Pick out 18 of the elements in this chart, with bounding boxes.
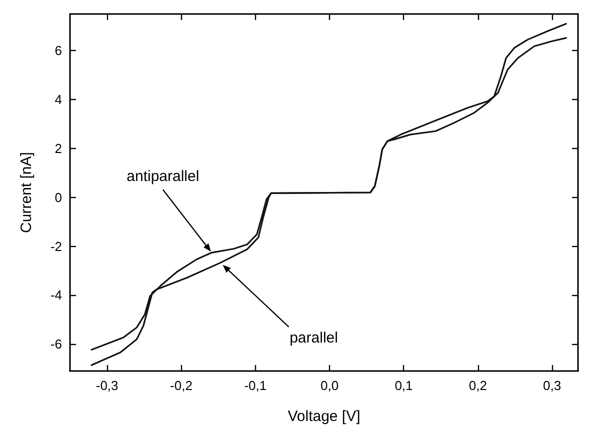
- annotation: antiparallel: [126, 168, 200, 186]
- x-tick-label: 0,3: [543, 378, 562, 393]
- x-tick-label: 0,1: [394, 378, 413, 393]
- annotation: parallel: [290, 329, 338, 346]
- x-tick-label: -0,2: [170, 378, 192, 393]
- y-tick-label: 6: [54, 43, 62, 58]
- y-tick-label: 2: [54, 140, 62, 156]
- y-axis-title: Current [nA]: [18, 152, 35, 233]
- y-tick-label: 4: [54, 92, 62, 108]
- y-tick-label: -4: [50, 288, 62, 303]
- y-tick-label: -6: [50, 336, 62, 352]
- y-tick-label: -2: [50, 238, 62, 254]
- x-axis-title: Voltage [V]: [288, 408, 360, 425]
- x-tick-label: -0,3: [96, 378, 118, 393]
- x-tick-label: 0,2: [468, 378, 487, 393]
- x-tick-label: 0,0: [320, 378, 339, 393]
- x-tick-label: -0,1: [244, 378, 267, 393]
- y-tick-label: 0: [54, 190, 62, 205]
